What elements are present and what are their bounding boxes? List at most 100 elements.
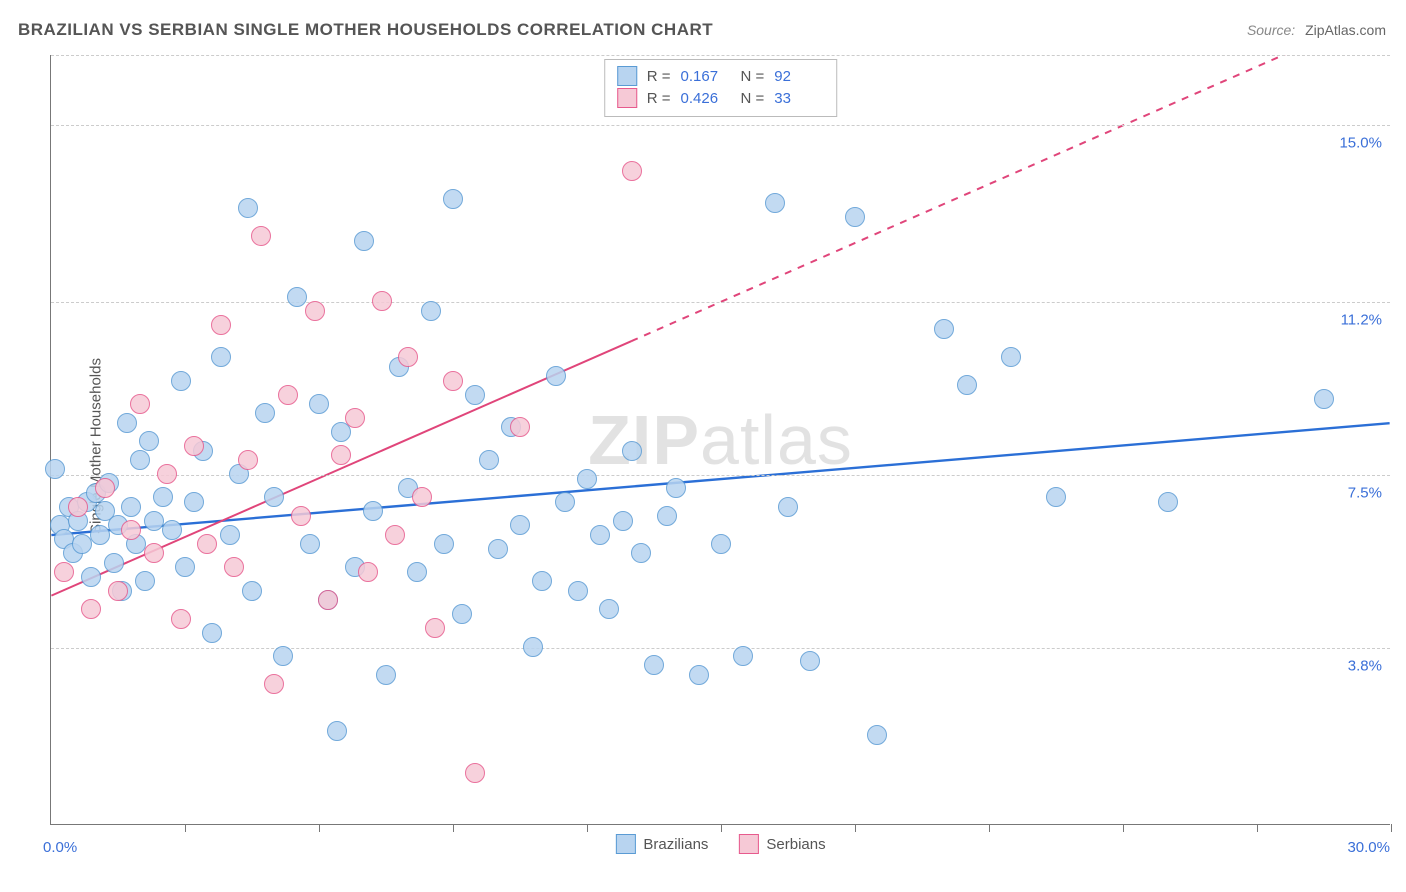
data-point bbox=[45, 459, 65, 479]
data-point bbox=[510, 417, 530, 437]
data-point bbox=[130, 450, 150, 470]
data-point bbox=[1314, 389, 1334, 409]
data-point bbox=[81, 567, 101, 587]
trend-lines-layer bbox=[51, 55, 1390, 824]
swatch-serbians bbox=[617, 88, 637, 108]
data-point bbox=[171, 371, 191, 391]
data-point bbox=[957, 375, 977, 395]
data-point bbox=[251, 226, 271, 246]
r-label: R = bbox=[647, 68, 671, 85]
data-point bbox=[443, 371, 463, 391]
watermark: ZIPatlas bbox=[588, 400, 853, 480]
data-point bbox=[287, 287, 307, 307]
data-point bbox=[305, 301, 325, 321]
data-point bbox=[121, 497, 141, 517]
data-point bbox=[523, 637, 543, 657]
data-point bbox=[867, 725, 887, 745]
data-point bbox=[220, 525, 240, 545]
grid-line-h bbox=[51, 648, 1390, 649]
x-axis-min-label: 0.0% bbox=[43, 839, 77, 856]
data-point bbox=[354, 231, 374, 251]
data-point bbox=[778, 497, 798, 517]
data-point bbox=[278, 385, 298, 405]
data-point bbox=[465, 763, 485, 783]
y-tick-label: 3.8% bbox=[1348, 657, 1382, 674]
data-point bbox=[81, 599, 101, 619]
data-point bbox=[1158, 492, 1178, 512]
grid-line-h bbox=[51, 475, 1390, 476]
grid-line-h bbox=[51, 55, 1390, 56]
legend-item-serbians: Serbians bbox=[738, 834, 825, 854]
x-tick bbox=[453, 824, 454, 832]
data-point bbox=[622, 441, 642, 461]
legend-label-brazilians: Brazilians bbox=[643, 836, 708, 853]
y-tick-label: 15.0% bbox=[1339, 135, 1382, 152]
data-point bbox=[845, 207, 865, 227]
data-point bbox=[765, 193, 785, 213]
data-point bbox=[264, 487, 284, 507]
data-point bbox=[202, 623, 222, 643]
watermark-zip: ZIP bbox=[588, 401, 700, 479]
data-point bbox=[264, 674, 284, 694]
data-point bbox=[68, 497, 88, 517]
data-point bbox=[255, 403, 275, 423]
r-label: R = bbox=[647, 90, 671, 107]
swatch-brazilians bbox=[617, 66, 637, 86]
y-tick-label: 7.5% bbox=[1348, 485, 1382, 502]
data-point bbox=[412, 487, 432, 507]
data-point bbox=[95, 478, 115, 498]
data-point bbox=[157, 464, 177, 484]
data-point bbox=[358, 562, 378, 582]
data-point bbox=[117, 413, 137, 433]
data-point bbox=[590, 525, 610, 545]
stats-row-brazilians: R = 0.167 N = 92 bbox=[617, 66, 825, 86]
grid-line-h bbox=[51, 125, 1390, 126]
data-point bbox=[318, 590, 338, 610]
data-point bbox=[452, 604, 472, 624]
legend-swatch-brazilians bbox=[615, 834, 635, 854]
data-point bbox=[184, 436, 204, 456]
data-point bbox=[144, 543, 164, 563]
x-tick bbox=[1391, 824, 1392, 832]
data-point bbox=[197, 534, 217, 554]
x-tick bbox=[1123, 824, 1124, 832]
data-point bbox=[54, 562, 74, 582]
data-point bbox=[488, 539, 508, 559]
source-attribution: Source: ZipAtlas.com bbox=[1247, 22, 1386, 38]
data-point bbox=[613, 511, 633, 531]
x-tick bbox=[1257, 824, 1258, 832]
data-point bbox=[934, 319, 954, 339]
n-value-brazilians: 92 bbox=[774, 68, 824, 85]
data-point bbox=[568, 581, 588, 601]
data-point bbox=[425, 618, 445, 638]
data-point bbox=[72, 534, 92, 554]
legend-item-brazilians: Brazilians bbox=[615, 834, 708, 854]
data-point bbox=[644, 655, 664, 675]
data-point bbox=[104, 553, 124, 573]
data-point bbox=[211, 315, 231, 335]
data-point bbox=[479, 450, 499, 470]
n-value-serbians: 33 bbox=[774, 90, 824, 107]
data-point bbox=[733, 646, 753, 666]
data-point bbox=[300, 534, 320, 554]
data-point bbox=[238, 450, 258, 470]
x-tick bbox=[587, 824, 588, 832]
x-tick bbox=[989, 824, 990, 832]
data-point bbox=[443, 189, 463, 209]
watermark-atlas: atlas bbox=[700, 401, 853, 479]
data-point bbox=[139, 431, 159, 451]
data-point bbox=[689, 665, 709, 685]
x-axis-max-label: 30.0% bbox=[1347, 839, 1390, 856]
data-point bbox=[398, 347, 418, 367]
data-point bbox=[800, 651, 820, 671]
data-point bbox=[153, 487, 173, 507]
stats-legend-box: R = 0.167 N = 92 R = 0.426 N = 33 bbox=[604, 59, 838, 117]
data-point bbox=[211, 347, 231, 367]
data-point bbox=[711, 534, 731, 554]
data-point bbox=[242, 581, 262, 601]
data-point bbox=[376, 665, 396, 685]
scatter-plot-area: ZIPatlas R = 0.167 N = 92 R = 0.426 N = … bbox=[50, 55, 1390, 825]
legend-swatch-serbians bbox=[738, 834, 758, 854]
data-point bbox=[599, 599, 619, 619]
data-point bbox=[162, 520, 182, 540]
